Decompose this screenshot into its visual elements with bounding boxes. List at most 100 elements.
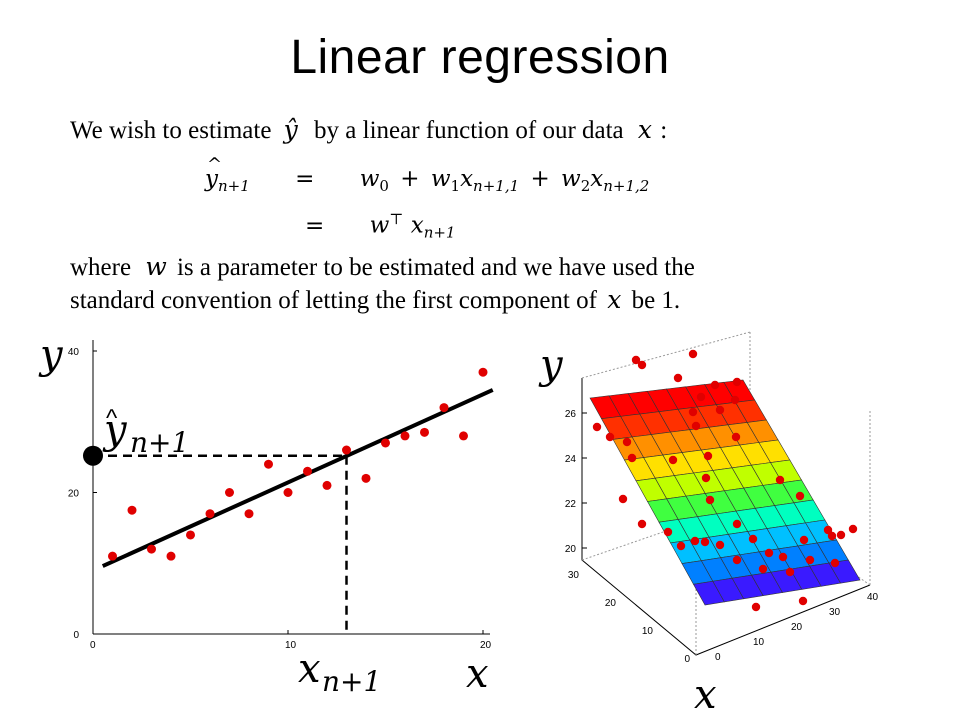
paragraph-line-2: standard convention of letting the first… [70, 285, 680, 315]
intro-line: We wish to estimate ŷ by a linear functi… [70, 115, 667, 145]
data-point [420, 427, 429, 437]
x-symbol: x [637, 115, 653, 144]
data-point [715, 405, 725, 415]
x-tick-label: 0 [715, 652, 721, 663]
data-point [127, 505, 137, 515]
eq1-equals: = [295, 166, 315, 192]
data-point [478, 367, 488, 377]
data-point [823, 525, 833, 535]
eq1-plus-2: + [530, 166, 550, 192]
data-point [592, 422, 602, 432]
eq1-x2-sub: n+1,2 [603, 177, 650, 195]
eq2-equals: = [305, 212, 325, 239]
data-point [303, 466, 312, 476]
data-point [690, 536, 700, 546]
data-point [264, 459, 273, 469]
x-axis-label: x [466, 651, 489, 697]
data-point [147, 544, 156, 554]
z-tick-label: 24 [565, 454, 577, 465]
x-tick-label: 20 [480, 640, 492, 651]
data-point [631, 355, 641, 365]
data-point [108, 551, 117, 561]
data-point [701, 473, 711, 483]
data-point [748, 534, 758, 544]
scatter-chart: y x y ^ n+1 x n+1 0 10 20 0 20 40 [38, 332, 494, 698]
intro-text-before: We wish to estimate [70, 117, 272, 144]
data-point [730, 395, 740, 405]
para-line2-b: be 1. [631, 287, 681, 314]
data-point [799, 535, 809, 545]
x-tick-label: 40 [867, 592, 879, 603]
data-point [459, 431, 468, 441]
data-point [848, 524, 858, 534]
y-hat-symbol: ŷ [283, 115, 298, 144]
data-point [637, 360, 647, 370]
data-point [618, 494, 628, 504]
eq1-w2: w [561, 166, 581, 192]
data-point [696, 392, 706, 402]
data-point [400, 431, 410, 441]
surface-x-label: x [694, 672, 717, 718]
data-point [342, 445, 351, 455]
eq1-w2-sub: 2 [580, 177, 591, 195]
data-point [700, 537, 710, 547]
y-tick-label: 0 [73, 630, 79, 641]
depth-tick-label: 20 [605, 598, 617, 609]
para-line1-a: where [70, 254, 132, 281]
eq1-x1-sub: n+1,1 [473, 177, 520, 195]
data-point [439, 403, 449, 413]
depth-tick-label: 0 [684, 654, 690, 665]
data-point [186, 530, 195, 540]
eq1-w0-sub: 0 [379, 177, 389, 195]
regression-line [101, 388, 494, 568]
data-point [283, 488, 293, 497]
eq1-w1-sub: 1 [450, 177, 461, 195]
data-point [731, 432, 741, 442]
depth-tick-label: 10 [642, 626, 654, 637]
intro-text-middle: by a linear function of our data [314, 117, 624, 144]
data-point [758, 564, 768, 574]
prediction-marker [83, 445, 103, 466]
x-annotation-sub: n+1 [322, 665, 381, 698]
data-point [688, 349, 698, 359]
data-point [705, 495, 715, 505]
x-tick-label: 10 [753, 637, 765, 648]
data-point [166, 551, 176, 561]
surface-chart: y x 20 22 24 26 0 10 20 30 40 0 10 20 30 [538, 331, 879, 718]
data-point [710, 380, 720, 390]
data-point [605, 432, 615, 442]
surface-y-label: y [538, 342, 564, 388]
y-hat-annotation-var: y [102, 407, 128, 453]
z-tick-label: 20 [565, 544, 577, 555]
data-point [732, 519, 742, 529]
data-point [244, 509, 254, 519]
data-point [622, 437, 632, 447]
eq1-lhs-sub: n+1 [218, 177, 250, 195]
z-tick-label: 26 [565, 409, 577, 420]
x-annotation-var: x [298, 646, 321, 692]
x-symbol-2: x [607, 285, 622, 314]
data-point [778, 552, 788, 562]
para-line2-a: standard convention of letting the first… [70, 287, 597, 314]
eq1-plus-1: + [400, 166, 420, 192]
data-point [688, 407, 698, 417]
y-hat-annotation-sub: n+1 [130, 426, 189, 459]
w-symbol: w [145, 252, 167, 281]
data-point [673, 373, 683, 383]
data-point [663, 527, 673, 537]
eq1-x1: x [460, 166, 474, 192]
data-point [225, 488, 234, 497]
eq1-w1: w [430, 166, 451, 192]
para-line1-b: is a parameter to be estimated and we ha… [176, 254, 695, 281]
y-hat-annotation-hat: ^ [106, 405, 118, 432]
depth-tick-label: 30 [568, 570, 580, 581]
data-point [827, 531, 837, 541]
x-annotation: x n+1 [298, 646, 381, 698]
y-axis-label: y [38, 332, 64, 378]
data-point [775, 475, 785, 485]
data-point [764, 548, 774, 558]
eq1-x2: x [590, 166, 604, 192]
equation-line-1: y ^ n+1 = w0 + w1xn+1,1 + w2xn+1,2 [205, 154, 650, 195]
data-point [795, 491, 805, 501]
eq1-lhs: y ^ n+1 [205, 154, 257, 195]
